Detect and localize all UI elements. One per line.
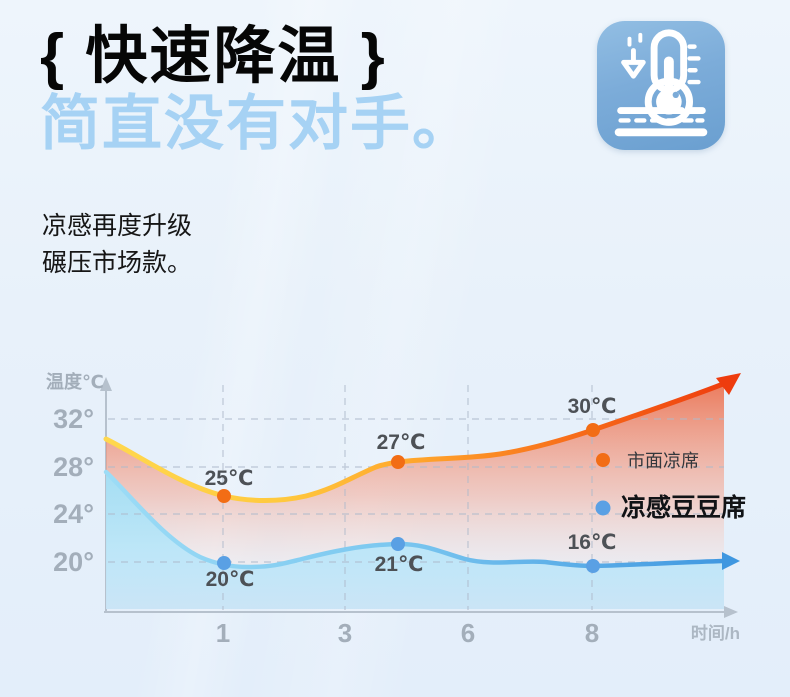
bean-mat-area — [106, 472, 724, 609]
y-axis-arrow-icon — [100, 377, 112, 391]
description-line-2: 碾压市场款。 — [42, 249, 193, 277]
x-tick-6: 6 — [461, 618, 475, 648]
label-16c: 16℃ — [568, 531, 617, 554]
y-tick-32: 32° — [53, 404, 94, 434]
thermometer-cooling-icon — [614, 29, 708, 137]
bean-point-8h — [586, 559, 600, 573]
down-arrow-icon — [621, 48, 646, 79]
bean-line-arrow-icon — [722, 552, 740, 570]
bean-mat-points — [217, 537, 600, 573]
bulb-highlight — [672, 91, 679, 98]
description: 凉感再度升级 碾压市场款。 — [42, 208, 192, 282]
legend-label-market: 市面凉席 — [627, 451, 699, 471]
point-labels: 25℃ 27℃ 30℃ 20℃ 21℃ 16℃ — [205, 395, 617, 591]
legend-dot-market — [596, 453, 610, 467]
bean-point-4h — [391, 537, 405, 551]
label-30c: 30℃ — [568, 395, 617, 418]
page-title: { 快速降温 } — [40, 22, 387, 91]
x-axis-title: 时间/h — [691, 623, 740, 643]
legend-label-bean: 凉感豆豆席 — [621, 493, 746, 522]
market-line-arrow-icon — [716, 373, 741, 395]
legend: 市面凉席 凉感豆豆席 — [595, 451, 746, 522]
thermometer-ticks-icon — [687, 44, 701, 85]
page-subtitle: 简直没有对手。 — [40, 90, 474, 158]
y-tick-28: 28° — [53, 452, 94, 482]
legend-dot-bean — [595, 500, 611, 516]
bean-point-1h — [217, 556, 231, 570]
label-20c: 20℃ — [206, 568, 255, 591]
label-25c: 25℃ — [205, 467, 254, 490]
temperature-chart: 25℃ 27℃ 30℃ 20℃ 21℃ 16℃ 32° 28° 24° 20° … — [0, 355, 790, 655]
header: { 快速降温 } 简直没有对手。 — [40, 22, 474, 157]
cooling-dashes-icon — [627, 32, 643, 47]
y-tick-labels: 32° 28° 24° 20° — [53, 404, 94, 577]
x-axis — [104, 606, 738, 618]
market-point-8h — [586, 423, 600, 437]
x-tick-labels: 1 3 6 8 — [216, 618, 599, 648]
description-line-1: 凉感再度升级 — [42, 212, 193, 240]
market-mat-points — [217, 423, 600, 503]
chart-canvas: 25℃ 27℃ 30℃ 20℃ 21℃ 16℃ 32° 28° 24° 20° … — [46, 371, 746, 648]
y-tick-24: 24° — [53, 499, 94, 529]
y-tick-20: 20° — [53, 547, 94, 577]
market-point-4h — [391, 455, 405, 469]
x-axis-arrow-icon — [724, 606, 738, 618]
market-mat-area — [106, 384, 724, 609]
y-axis-title: 温度℃ — [46, 371, 104, 392]
label-21c: 21℃ — [375, 553, 424, 576]
market-point-1h — [217, 489, 231, 503]
x-tick-1: 1 — [216, 618, 230, 648]
label-27c: 27℃ — [377, 431, 426, 454]
x-tick-8: 8 — [585, 618, 599, 648]
cooling-badge — [597, 21, 725, 150]
x-tick-3: 3 — [338, 618, 352, 648]
thermometer-mercury-icon — [663, 56, 674, 88]
